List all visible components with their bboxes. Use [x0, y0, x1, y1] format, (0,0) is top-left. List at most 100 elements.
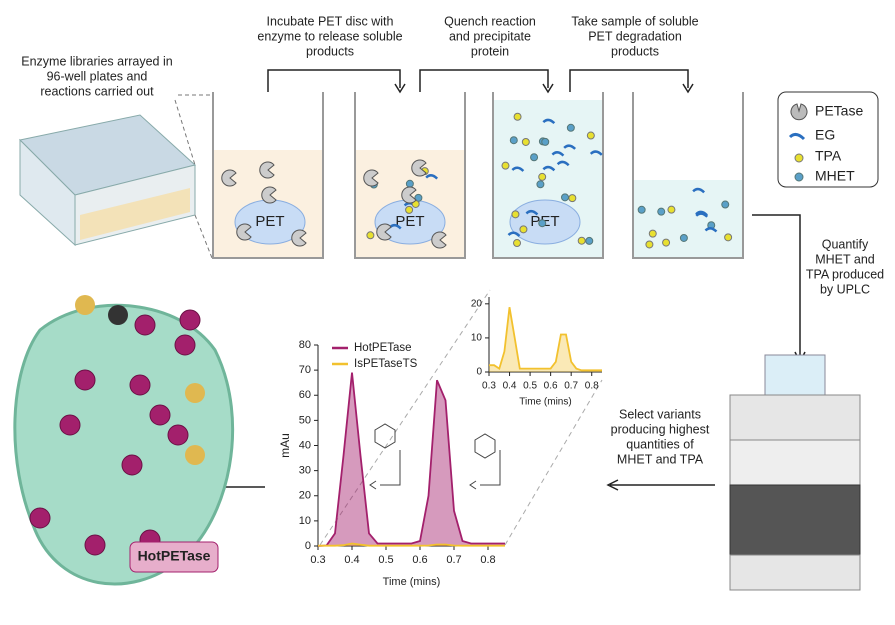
disc-label: PET: [395, 213, 424, 230]
eg-molecule: [692, 187, 706, 194]
mhet-molecule: [679, 233, 688, 242]
y-tick-label: 0: [305, 540, 311, 552]
legend-icon: [788, 132, 806, 141]
eg-molecule: [511, 166, 525, 172]
eg-molecule: [425, 174, 439, 180]
eg-molecule: [507, 231, 521, 237]
y-axis-label: mAu: [278, 433, 292, 458]
legend-label: TPA: [815, 148, 842, 164]
x-axis-label: Time (mins): [519, 397, 571, 408]
step-text: MHET and TPA: [617, 452, 704, 466]
y-tick-label: 50: [299, 414, 311, 426]
step-text: Incubate PET disc with: [267, 14, 394, 28]
tpa-molecule: [662, 238, 671, 247]
series-area: [318, 372, 505, 546]
x-tick-label: 0.4: [503, 381, 517, 392]
eg-molecule: [589, 150, 603, 156]
tpa-molecule: [724, 233, 733, 242]
series-line: [318, 542, 505, 547]
series-line: [489, 307, 602, 372]
x-tick-label: 0.5: [378, 554, 393, 566]
legend-label: EG: [815, 127, 835, 143]
petase-enzyme: [363, 169, 379, 187]
uplc-instrument: [729, 354, 861, 591]
disc-label: PET: [255, 213, 284, 230]
step-text: Quantify: [822, 237, 869, 251]
legend-label: PETase: [815, 103, 863, 119]
x-tick-label: 0.5: [523, 381, 537, 392]
series-line: [317, 372, 505, 547]
step-text: by UPLC: [820, 282, 870, 296]
y-tick-label: 20: [471, 298, 483, 309]
tpa-molecule: [519, 225, 528, 234]
step-text: Enzyme libraries arrayed in: [21, 54, 172, 68]
tpa-molecule: [521, 137, 530, 146]
step-text: MHET and: [815, 252, 875, 266]
tpa-molecule: [405, 205, 414, 214]
step-text: PET degradation: [588, 29, 682, 43]
eg-molecule: [695, 212, 709, 218]
step-text: enzyme to release soluble: [257, 29, 402, 43]
legend-label: HotPETase: [354, 342, 412, 354]
eg-molecule: [556, 160, 570, 167]
y-tick-label: 60: [299, 389, 311, 401]
legend-label: IsPETaseTS: [354, 358, 418, 370]
x-tick-label: 0.8: [585, 381, 599, 392]
arrow: [196, 479, 715, 493]
arrow: [369, 450, 501, 490]
step-text: Select variants: [619, 407, 701, 421]
arrow: [752, 214, 806, 364]
x-tick-label: 0.3: [310, 554, 325, 566]
mhet-molecule: [561, 193, 570, 202]
mhet-molecule: [585, 236, 594, 245]
x-tick-label: 0.4: [344, 554, 359, 566]
tpa-molecule: [511, 210, 520, 219]
mhet-molecule: [541, 137, 550, 146]
y-tick-label: 30: [299, 465, 311, 477]
step-text: protein: [471, 44, 509, 58]
mhet-molecule: [721, 200, 730, 209]
mhet-molecule: [538, 219, 547, 228]
petase-enzyme: [401, 186, 417, 204]
eg-molecule: [542, 165, 556, 172]
petase-enzyme: [431, 231, 447, 249]
zoom-line: [504, 379, 603, 546]
y-tick-label: 20: [299, 490, 311, 502]
result-badge: [129, 541, 219, 573]
arrow-head: [394, 83, 694, 94]
tpa-molecule: [513, 239, 522, 248]
step-text: TPA produced: [806, 267, 884, 281]
legend-label: MHET: [815, 168, 855, 184]
eg-molecule: [563, 144, 577, 150]
chem-structure: [374, 423, 496, 459]
step-text: producing highest: [611, 422, 710, 436]
x-tick-label: 0.7: [446, 554, 461, 566]
step-text: quantities of: [626, 437, 694, 451]
mhet-molecule: [566, 123, 575, 132]
y-tick-label: 70: [299, 364, 311, 376]
eg-molecule: [551, 151, 565, 157]
x-tick-label: 0.8: [480, 554, 495, 566]
mhet-molecule: [536, 180, 545, 189]
step-connector: [267, 69, 689, 92]
step-text: Quench reaction: [444, 14, 536, 28]
y-tick-label: 80: [299, 339, 311, 351]
petase-enzyme: [221, 169, 237, 187]
petase-enzyme: [236, 223, 252, 241]
legend-icon: [794, 153, 804, 163]
petase-enzyme: [261, 186, 277, 204]
x-tick-label: 0.6: [412, 554, 427, 566]
protein-structure: [13, 295, 234, 586]
mhet-molecule: [657, 207, 666, 216]
tpa-molecule: [577, 236, 586, 245]
tpa-molecule: [538, 172, 547, 181]
well-plate: [18, 94, 213, 259]
y-tick-label: 10: [471, 333, 483, 344]
x-tick-label: 0.3: [482, 381, 496, 392]
petase-enzyme: [259, 161, 275, 179]
petase-enzyme: [291, 229, 307, 247]
step-text: Take sample of soluble: [571, 14, 698, 28]
step-text: reactions carried out: [40, 84, 154, 98]
y-tick-label: 0: [476, 367, 482, 378]
